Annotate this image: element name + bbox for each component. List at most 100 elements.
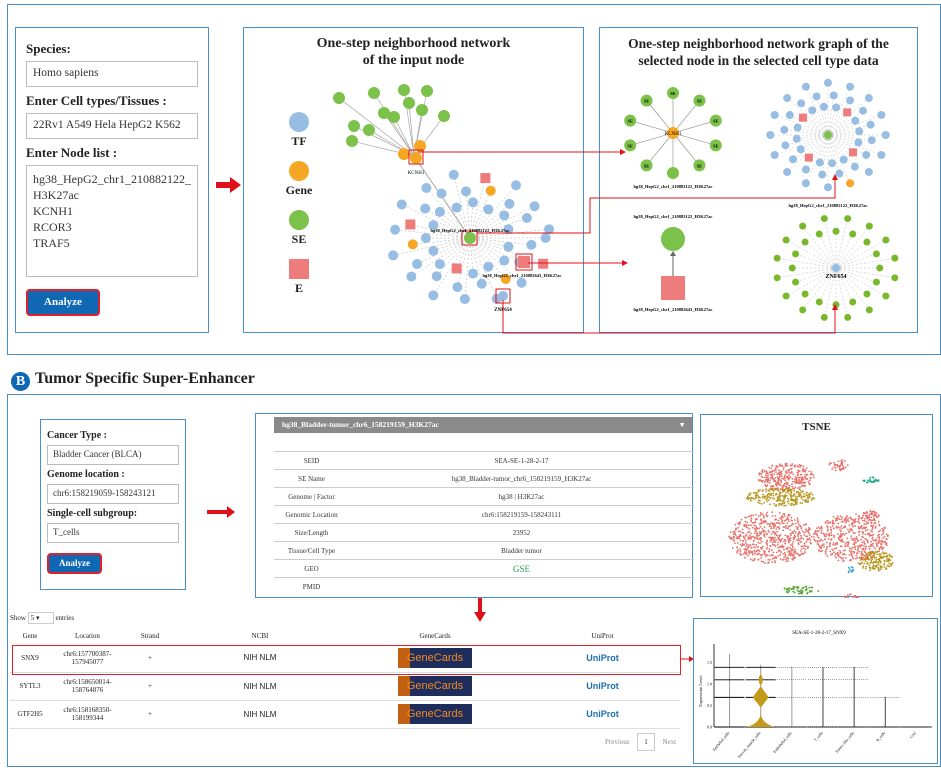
tsne-point xyxy=(886,567,888,569)
edge xyxy=(819,234,836,268)
tsne-point xyxy=(808,529,810,531)
tsne-point xyxy=(795,532,797,534)
se-tag: SE xyxy=(644,163,650,168)
analyze-button[interactable]: Analyze xyxy=(26,289,100,316)
tsne-point xyxy=(861,541,863,543)
tsne-point xyxy=(796,503,798,505)
tsne-point xyxy=(739,522,741,524)
tsne-point xyxy=(818,550,820,552)
tsne-point xyxy=(766,534,768,536)
uniprot-link[interactable]: UniProt xyxy=(525,700,680,728)
tsne-point xyxy=(804,482,806,484)
species-input[interactable]: Homo sapiens xyxy=(26,61,198,87)
tsne-point xyxy=(808,470,810,472)
tf-node xyxy=(388,250,398,260)
genome-location-input[interactable]: chr6:158219059-158243121 xyxy=(47,484,179,504)
tsne-point xyxy=(751,497,753,499)
table-row[interactable]: GTF2H5 chr6:158168350-158199344 + NIH NL… xyxy=(10,700,680,728)
tsne-point xyxy=(873,546,875,548)
tsne-point xyxy=(851,519,853,521)
tsne-point xyxy=(784,552,786,554)
cell-types-label: Enter Cell types/Tissues : xyxy=(26,93,198,109)
tsne-point xyxy=(829,546,831,548)
entries-select[interactable]: 5 ▾ xyxy=(28,612,54,624)
tsne-point xyxy=(799,494,801,496)
tsne-point xyxy=(763,531,765,533)
tf-node xyxy=(859,107,867,115)
tsne-point xyxy=(864,520,866,522)
tsne-point xyxy=(830,530,832,532)
tsne-point xyxy=(862,567,864,569)
se-select-dropdown[interactable]: hg38_Bladder-tumor_chr6_158219159_H3K27a… xyxy=(274,417,692,433)
genecards-link[interactable]: GeneCards xyxy=(345,672,525,700)
tsne-point xyxy=(791,471,793,473)
tsne-point xyxy=(759,542,761,544)
cell-types-input[interactable]: 22Rv1 A549 Hela HepG2 K562 xyxy=(26,113,198,139)
tsne-point xyxy=(754,549,756,551)
tsne-point xyxy=(873,518,875,520)
edge xyxy=(673,101,699,133)
column-header[interactable]: GeneCards xyxy=(345,628,525,644)
tsne-point xyxy=(786,472,788,474)
tsne-point xyxy=(772,493,774,495)
tsne-point xyxy=(793,490,795,492)
info-row: PMID xyxy=(274,578,694,596)
tsne-point xyxy=(864,533,866,535)
tf-node xyxy=(412,259,422,269)
tsne-point xyxy=(789,514,791,516)
tsne-point xyxy=(850,535,852,537)
tsne-point xyxy=(825,549,827,551)
tsne-point xyxy=(787,560,789,562)
tsne-point xyxy=(794,553,796,555)
tsne-point xyxy=(839,527,841,529)
genecards-link[interactable]: GeneCards xyxy=(345,700,525,728)
e-node xyxy=(452,263,462,273)
tsne-point xyxy=(745,546,747,548)
node-list-textarea[interactable]: hg38_HepG2_chr1_210882122_ H3K27ac KCNH1… xyxy=(26,165,198,277)
ncbi-link[interactable]: NIH NLM xyxy=(175,700,345,728)
tsne-point xyxy=(867,540,869,542)
tsne-point xyxy=(776,504,778,506)
tsne-point xyxy=(769,559,771,561)
tsne-point xyxy=(805,541,807,543)
column-header[interactable]: NCBI xyxy=(175,628,345,644)
tsne-point xyxy=(849,568,851,570)
tsne-point xyxy=(871,522,873,524)
uniprot-link[interactable]: UniProt xyxy=(525,672,680,700)
tsne-point xyxy=(828,533,830,535)
tsne-point xyxy=(805,545,807,547)
next-button[interactable]: Next xyxy=(663,738,677,746)
info-value: hg38_Bladder-tumor_chr6_158219159_H3K27a… xyxy=(349,470,694,488)
column-header[interactable]: Gene xyxy=(10,628,50,644)
violin-shape xyxy=(759,675,763,685)
tsne-point xyxy=(766,501,768,503)
tsne-point xyxy=(752,559,754,561)
tsne-point xyxy=(796,590,798,592)
tsne-point xyxy=(779,536,781,538)
column-header[interactable]: Strand xyxy=(125,628,175,644)
tsne-point xyxy=(771,511,773,513)
tsne-point xyxy=(826,535,828,537)
ncbi-link[interactable]: NIH NLM xyxy=(175,672,345,700)
tsne-point xyxy=(873,524,875,526)
tsne-point xyxy=(735,534,737,536)
cancer-type-input[interactable]: Bladder Cancer (BLCA) xyxy=(47,445,179,465)
selected-row-highlight xyxy=(12,645,681,675)
edge xyxy=(836,242,867,268)
tsne-point xyxy=(852,596,854,598)
tf-node xyxy=(868,136,876,144)
column-header[interactable]: Location xyxy=(50,628,125,644)
page-1-button[interactable]: 1 xyxy=(637,733,655,751)
tsne-point xyxy=(791,503,793,505)
geo-link[interactable]: GSE xyxy=(349,560,694,578)
column-header[interactable]: UniProt xyxy=(525,628,680,644)
se-node xyxy=(866,223,873,230)
tsne-point xyxy=(868,546,870,548)
subgroup-input[interactable]: T_cells xyxy=(47,523,179,543)
tsne-point xyxy=(790,537,792,539)
previous-button[interactable]: Previous xyxy=(605,738,630,746)
se-node xyxy=(333,92,345,104)
tsne-point xyxy=(787,497,789,499)
analyze-button[interactable]: Analyze xyxy=(47,553,102,574)
table-row[interactable]: SYTL3 chr6:158650014-158764876 + NIH NLM… xyxy=(10,672,680,700)
